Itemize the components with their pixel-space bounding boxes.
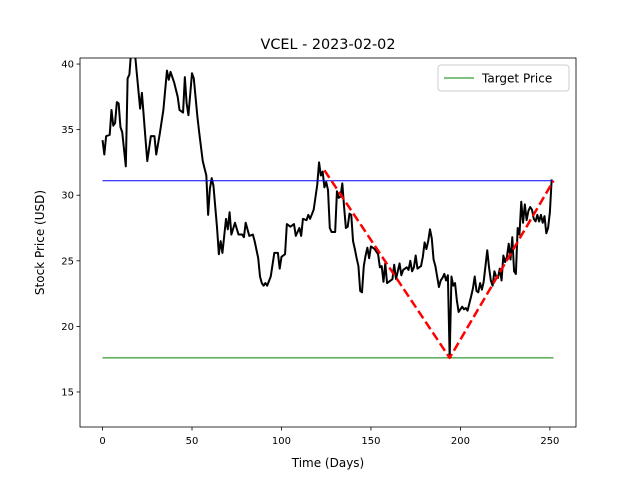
y-tick-label: 30 xyxy=(61,191,74,202)
y-tick-label: 25 xyxy=(61,256,74,267)
x-tick-label: 50 xyxy=(186,436,199,447)
legend-label: Target Price xyxy=(481,72,552,86)
plot-area xyxy=(101,58,555,360)
y-axis-label: Stock Price (USD) xyxy=(33,190,47,295)
x-tick-label: 0 xyxy=(99,436,105,447)
line-series xyxy=(101,58,553,359)
axes-frame xyxy=(79,57,577,428)
x-tick-label: 150 xyxy=(361,436,380,447)
line-series xyxy=(323,169,555,360)
chart-title: VCEL - 2023-02-02 xyxy=(261,37,396,53)
legend-box xyxy=(437,64,570,92)
y-tick-label: 15 xyxy=(61,387,74,398)
x-tick-label: 250 xyxy=(540,436,559,447)
x-tick-label: 200 xyxy=(451,436,470,447)
y-tick-label: 20 xyxy=(61,322,74,333)
y-tick-label: 35 xyxy=(61,125,74,136)
x-axis-label: Time (Days) xyxy=(291,456,365,470)
y-tick-label: 40 xyxy=(61,60,74,71)
x-tick-label: 100 xyxy=(272,436,291,447)
